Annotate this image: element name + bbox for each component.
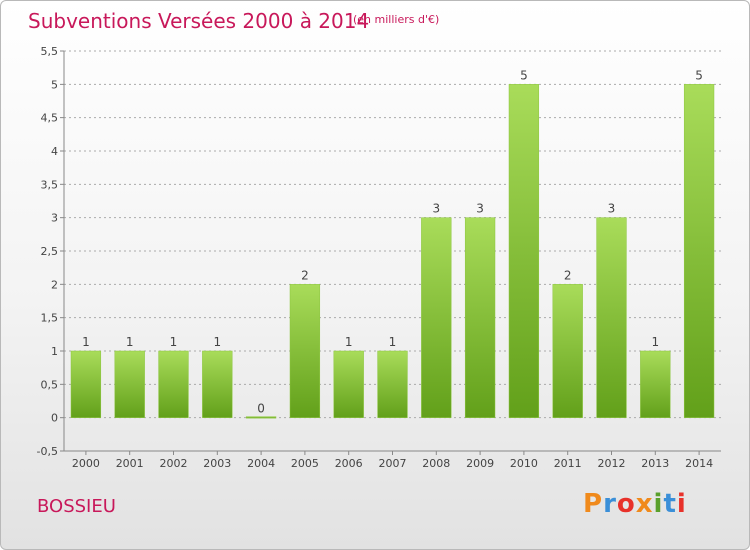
bar xyxy=(464,217,496,418)
data-label: 3 xyxy=(432,202,440,216)
bar xyxy=(202,350,233,418)
y-tick-label: 2,5 xyxy=(41,245,59,258)
x-tick-label: 2008 xyxy=(422,457,450,470)
chart-subtitle: (en milliers d'€) xyxy=(353,13,440,26)
x-tick-label: 2003 xyxy=(203,457,231,470)
data-label: 2 xyxy=(301,268,309,282)
data-label: 1 xyxy=(126,335,134,349)
proxiti-logo: Proxiti xyxy=(583,489,687,519)
data-label: 1 xyxy=(651,335,659,349)
logo-letter: P xyxy=(583,489,604,519)
x-tick-label: 2012 xyxy=(598,457,626,470)
data-label: 1 xyxy=(345,335,353,349)
y-tick-label: 3 xyxy=(51,212,58,225)
bar xyxy=(508,84,540,418)
y-tick-label: -0,5 xyxy=(37,445,58,458)
bar xyxy=(552,284,583,418)
y-tick-label: 0 xyxy=(51,412,58,425)
data-label: 3 xyxy=(608,202,616,216)
bar xyxy=(683,84,715,418)
x-tick-label: 2005 xyxy=(291,457,319,470)
logo-letter: i xyxy=(676,489,687,519)
data-label: 1 xyxy=(82,335,90,349)
x-tick-label: 2014 xyxy=(685,457,713,470)
y-tick-label: 4,5 xyxy=(41,112,59,125)
commune-name: BOSSIEU xyxy=(37,496,116,517)
x-tick-label: 2011 xyxy=(554,457,582,470)
data-label: 1 xyxy=(170,335,178,349)
logo-letter: o xyxy=(616,489,636,519)
x-tick-label: 2004 xyxy=(247,457,275,470)
bar xyxy=(114,350,145,418)
data-label: 1 xyxy=(213,335,221,349)
y-tick-label: 5,5 xyxy=(41,45,59,58)
x-tick-label: 2013 xyxy=(641,457,669,470)
y-tick-label: 1,5 xyxy=(41,312,59,325)
y-tick-label: 0,5 xyxy=(41,378,59,391)
y-tick-label: 3,5 xyxy=(41,178,59,191)
logo-letter: r xyxy=(603,489,617,519)
x-tick-label: 2009 xyxy=(466,457,494,470)
bar xyxy=(158,350,189,418)
x-tick-label: 2002 xyxy=(160,457,188,470)
data-label: 0 xyxy=(257,402,265,416)
x-tick-label: 2001 xyxy=(116,457,144,470)
data-label: 1 xyxy=(389,335,397,349)
bar xyxy=(421,217,452,418)
logo-letter: t xyxy=(663,489,677,519)
data-label: 5 xyxy=(520,68,528,82)
x-tick-label: 2007 xyxy=(379,457,407,470)
bar xyxy=(596,217,627,418)
x-tick-label: 2000 xyxy=(72,457,100,470)
bar xyxy=(640,350,671,418)
bar xyxy=(377,350,408,418)
bar xyxy=(70,350,102,418)
x-tick-label: 2010 xyxy=(510,457,538,470)
bar xyxy=(333,350,364,418)
data-label: 2 xyxy=(564,268,572,282)
x-tick-label: 2006 xyxy=(335,457,363,470)
y-tick-label: 2 xyxy=(51,278,58,291)
data-label: 5 xyxy=(695,68,703,82)
y-tick-label: 5 xyxy=(51,78,58,91)
chart-title: Subventions Versées 2000 à 2014 xyxy=(28,9,370,33)
y-tick-label: 1 xyxy=(51,345,58,358)
data-label: 3 xyxy=(476,202,484,216)
logo-letter: i xyxy=(653,489,664,519)
y-tick-label: 4 xyxy=(51,145,58,158)
logo-letter: x xyxy=(635,489,654,519)
bar xyxy=(289,284,321,418)
bar xyxy=(245,416,277,419)
